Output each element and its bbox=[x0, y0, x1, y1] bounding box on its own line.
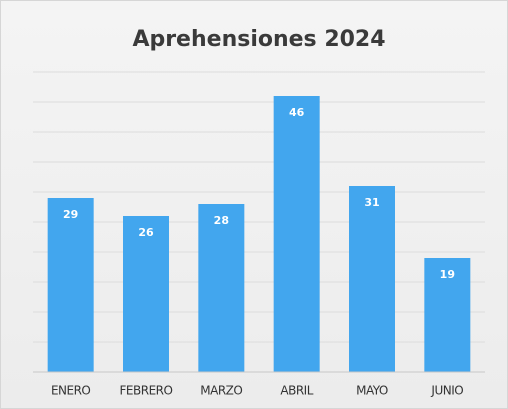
x-tick-label: MARZO bbox=[200, 384, 242, 398]
value-label: 26 bbox=[138, 226, 154, 239]
bar bbox=[424, 258, 471, 372]
chart-title: Aprehensiones 2024 bbox=[132, 27, 385, 52]
bar bbox=[349, 186, 395, 372]
value-label: 19 bbox=[440, 268, 455, 281]
value-label: 46 bbox=[289, 106, 305, 119]
bar bbox=[273, 96, 320, 372]
bar bbox=[47, 198, 94, 372]
value-label: 31 bbox=[364, 196, 379, 209]
bar bbox=[198, 204, 245, 372]
bar bbox=[123, 216, 169, 372]
x-tick-label: JUNIO bbox=[430, 384, 463, 398]
value-label: 29 bbox=[63, 208, 78, 221]
x-tick-label: ABRIL bbox=[280, 384, 313, 398]
value-label: 28 bbox=[214, 214, 229, 227]
x-tick-label: ENERO bbox=[51, 384, 90, 398]
x-tick-label: MAYO bbox=[356, 384, 388, 398]
x-tick-label: FEBRERO bbox=[120, 384, 173, 398]
